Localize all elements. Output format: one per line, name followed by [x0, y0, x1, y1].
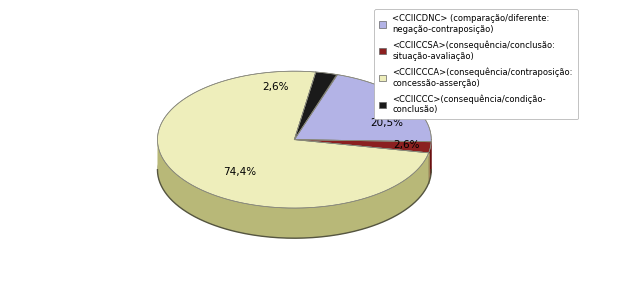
Legend: <CCIICDNC> (comparação/diferente:
negação-contraposição), <CCIICCSA>(consequênci: <CCIICDNC> (comparação/diferente: negaçã…: [374, 9, 578, 120]
Text: 2,6%: 2,6%: [263, 82, 289, 92]
Text: 2,6%: 2,6%: [393, 139, 420, 149]
Polygon shape: [157, 71, 428, 208]
Text: 74,4%: 74,4%: [223, 167, 256, 177]
Polygon shape: [294, 72, 337, 140]
Polygon shape: [428, 142, 432, 183]
Polygon shape: [294, 140, 432, 153]
Ellipse shape: [157, 101, 432, 238]
Text: 20,5%: 20,5%: [371, 118, 404, 128]
Polygon shape: [157, 141, 428, 238]
Polygon shape: [294, 74, 432, 142]
